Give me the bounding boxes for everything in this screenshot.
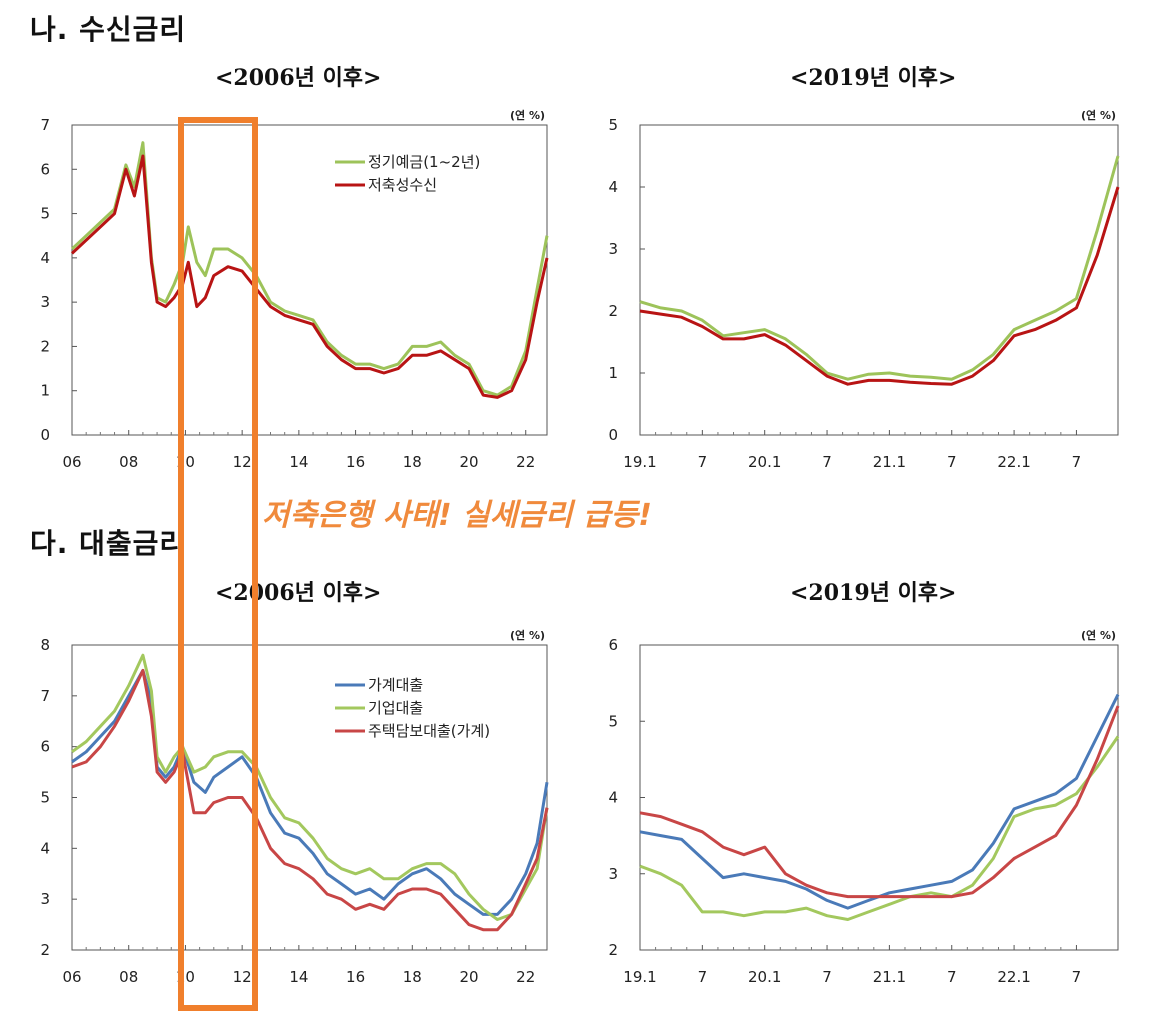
x-tick-label: 7 — [1072, 968, 1082, 986]
deposit-recent-chart: (연 %) 0 1 2 3 4 5 19.1 7 20.1 7 21.1 7 22.1 7 — [608, 108, 1120, 471]
unit-label: (연 %) — [510, 108, 545, 122]
y-tick-label: 4 — [40, 249, 50, 267]
x-tick-label: 7 — [822, 968, 832, 986]
y-tick-label: 3 — [40, 890, 50, 908]
loan-recent-chart: (연 %) 2 3 4 5 6 19.1 7 20.1 7 21.1 7 22.1 7 — [608, 628, 1120, 986]
y-tick-label: 2 — [608, 941, 618, 959]
x-tick-label: 14 — [289, 968, 308, 986]
y-tick-label: 5 — [608, 116, 618, 134]
x-tick-label: 7 — [1072, 453, 1082, 471]
chart-title-loan-recent: <2019년 이후> — [790, 580, 957, 606]
x-tick-label: 22 — [516, 968, 535, 986]
series-line — [639, 735, 1120, 921]
y-tick-label: 6 — [608, 636, 618, 654]
chart-title-deposit-long: <2006년 이후> — [215, 65, 382, 91]
x-tick-label: 06 — [62, 968, 81, 986]
annotation-text: 저축은행 사태! 실세금리 급등! — [262, 498, 652, 533]
x-tick-label: 22.1 — [997, 453, 1030, 471]
y-tick-label: 3 — [608, 865, 618, 883]
x-tick-label: 22.1 — [997, 968, 1030, 986]
x-tick-label: 20 — [459, 968, 478, 986]
series-line — [639, 186, 1120, 386]
x-tick-label: 7 — [947, 968, 957, 986]
unit-label: (연 %) — [1081, 628, 1116, 642]
x-tick-label: 10 — [176, 453, 195, 471]
y-tick-label: 1 — [40, 382, 50, 400]
x-tick-label: 16 — [346, 968, 365, 986]
y-tick-label: 6 — [40, 738, 50, 756]
y-tick-label: 4 — [608, 178, 618, 196]
legend-label: 주택담보대출(가계) — [368, 722, 490, 740]
chart-title-loan-long: <2006년 이후> — [215, 580, 382, 606]
x-tick-label: 19.1 — [623, 453, 656, 471]
series-line — [71, 668, 549, 932]
x-tick-label: 7 — [947, 453, 957, 471]
x-tick-label: 08 — [119, 453, 138, 471]
x-tick-label: 20.1 — [748, 968, 781, 986]
y-tick-label: 0 — [40, 426, 50, 444]
plot-frame — [71, 124, 548, 436]
x-tick-label: 21.1 — [873, 968, 906, 986]
x-tick-label: 16 — [346, 453, 365, 471]
y-tick-label: 4 — [608, 789, 618, 807]
y-tick-label: 3 — [608, 240, 618, 258]
x-tick-label: 12 — [233, 968, 252, 986]
x-tick-label: 20.1 — [748, 453, 781, 471]
y-tick-label: 2 — [608, 302, 618, 320]
y-tick-label: 5 — [40, 789, 50, 807]
y-tick-label: 4 — [40, 839, 50, 857]
x-tick-label: 14 — [289, 453, 308, 471]
y-tick-label: 5 — [608, 712, 618, 730]
series-line — [71, 653, 549, 921]
chart-title-deposit-recent: <2019년 이후> — [790, 65, 957, 91]
legend-label: 정기예금(1~2년) — [368, 153, 480, 171]
x-tick-label: 08 — [119, 968, 138, 986]
plot-frame — [639, 124, 1119, 436]
y-tick-label: 6 — [40, 160, 50, 178]
x-tick-label: 7 — [698, 453, 708, 471]
x-tick-label: 20 — [459, 453, 478, 471]
unit-label: (연 %) — [1081, 108, 1116, 122]
x-tick-label: 21.1 — [873, 453, 906, 471]
x-tick-label: 10 — [176, 968, 195, 986]
y-tick-label: 0 — [608, 426, 618, 444]
y-tick-label: 1 — [608, 364, 618, 382]
y-tick-label: 2 — [40, 337, 50, 355]
series-line — [70, 154, 549, 399]
legend-label: 기업대출 — [368, 699, 423, 717]
x-tick-label: 06 — [62, 453, 81, 471]
x-tick-label: 18 — [403, 968, 422, 986]
x-tick-label: 12 — [233, 453, 252, 471]
y-tick-label: 7 — [40, 116, 50, 134]
series-line — [70, 141, 549, 397]
x-tick-label: 7 — [822, 453, 832, 471]
y-tick-label: 2 — [40, 941, 50, 959]
y-tick-label: 8 — [40, 636, 50, 654]
section-title-loan: 다. 대출금리 — [30, 527, 187, 560]
legend-label: 가계대출 — [368, 676, 423, 694]
section-title-deposit: 나. 수신금리 — [30, 13, 187, 46]
series-line — [639, 155, 1120, 381]
x-tick-label: 19.1 — [623, 968, 656, 986]
plot-frame — [71, 644, 548, 951]
series-line — [639, 705, 1120, 899]
x-tick-label: 18 — [403, 453, 422, 471]
unit-label: (연 %) — [510, 628, 545, 642]
y-tick-label: 5 — [40, 205, 50, 223]
legend-label: 저축성수신 — [368, 176, 437, 194]
y-tick-label: 7 — [40, 687, 50, 705]
x-tick-label: 22 — [516, 453, 535, 471]
loan-long-chart: (연 %) 2 3 4 5 6 7 8 06 08 10 12 14 16 18 20 22 가계대출기업대출주택… — [40, 628, 549, 986]
series-line — [639, 693, 1120, 910]
y-tick-label: 3 — [40, 293, 50, 311]
x-tick-label: 7 — [698, 968, 708, 986]
